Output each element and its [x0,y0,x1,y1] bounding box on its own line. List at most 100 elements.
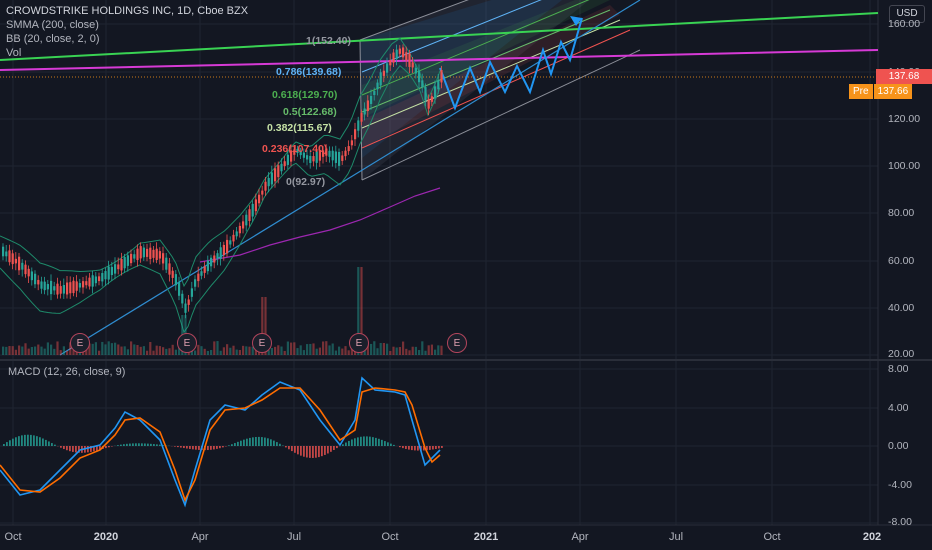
legend-title[interactable]: CROWDSTRIKE HOLDINGS INC, 1D, Cboe BZX [6,5,249,17]
price-axis-label: 120.00 [888,113,921,125]
candle-body [414,67,417,74]
macd-histogram-bar [411,446,413,451]
currency-button[interactable]: USD [889,5,925,23]
candle-body [104,271,107,280]
candles[interactable] [2,44,443,319]
bollinger-bands[interactable] [0,37,441,334]
candle-body [376,82,379,90]
volume-bar [357,267,360,355]
volume-bar [408,350,411,355]
candle-body [37,279,40,285]
macd-pane[interactable] [0,376,443,508]
blue-trend-line[interactable] [59,0,641,356]
candle-body [222,244,225,256]
macd-histogram-bar [390,443,392,446]
candle-body [347,146,350,152]
volume-bar [213,341,216,355]
earnings-marker[interactable]: E [177,333,197,353]
volume-bar [43,348,46,355]
macd-histogram-bar [264,437,266,446]
candle-body [293,149,296,155]
earnings-marker[interactable]: E [252,333,272,353]
magenta-trend-line[interactable] [0,49,879,71]
macd-histogram-bar [417,446,419,451]
volume-bar [34,346,37,355]
volume-bar [59,350,62,355]
volume-bar [107,341,110,355]
candle-body [216,253,219,259]
volume-bar [171,344,174,355]
volume-bar [427,345,430,355]
macd-histogram-bar [309,446,311,458]
volume-bar [222,347,225,355]
macd-histogram-bar [9,440,11,446]
volume-bar [53,348,56,355]
projection-path[interactable] [439,17,583,111]
candle-body [296,148,299,153]
macd-histogram-bar [402,446,404,449]
macd-histogram-bar [378,438,380,446]
fib-level-label: 0.786(139.68) [276,66,342,78]
candle-body [357,120,360,131]
earnings-marker[interactable]: E [447,333,467,353]
candle-body [59,286,62,294]
volume-bar [101,341,104,355]
candle-body [187,299,190,305]
volume-bar [62,346,65,355]
volume-bar [283,350,286,355]
candle-body [101,273,104,282]
candle-body [242,221,245,229]
candle-body [280,163,283,172]
candle-body [229,240,232,245]
macd-histogram-bar [27,434,29,446]
price-axis-label: 80.00 [888,207,915,219]
macd-axis-label: -8.00 [888,516,912,528]
volume-bar [293,342,296,355]
candle-body [382,70,385,76]
macd-histogram-bar [276,442,278,446]
candle-body [206,260,209,272]
green-trend-line[interactable] [0,12,879,61]
legend-smma[interactable]: SMMA (200, close) [6,19,99,31]
candle-body [27,268,30,277]
macd-histogram-bar [354,438,356,446]
legend-bb[interactable]: BB (20, close, 2, 0) [6,33,100,45]
macd-histogram-bar [195,446,197,450]
volume-bar [360,267,363,355]
volume-bar [229,347,232,355]
earnings-marker[interactable]: E [70,333,90,353]
macd-histogram-bar [306,446,308,458]
price-axis-label: 60.00 [888,255,915,267]
macd-histogram-bar [120,444,122,446]
volume-bar [30,346,33,355]
macd-legend[interactable]: MACD (12, 26, close, 9) [8,366,126,378]
volume-bar [110,343,113,355]
smma-line[interactable] [199,187,441,263]
macd-histogram-bar [279,443,281,446]
candle-body [274,168,277,182]
volume-bar [248,346,251,355]
macd-histogram-bar [135,443,137,446]
volume-bar [318,347,321,355]
macd-histogram-bar [99,446,101,450]
earnings-marker[interactable]: E [349,333,369,353]
macd-histogram-bar [438,446,440,449]
candle-body [402,47,405,58]
macd-histogram-bar [261,437,263,446]
volume-bar [117,344,120,355]
macd-histogram-bar [429,446,431,450]
candle-body [373,90,376,95]
volume-bar [264,297,267,355]
volume-bar [322,341,325,355]
volume-bar [168,348,171,355]
legend-vol[interactable]: Vol [6,47,22,59]
macd-histogram-bar [330,446,332,452]
macd-histogram-bar [186,446,188,449]
volume-bar [178,347,181,355]
volume-bar [206,350,209,355]
candle-body [91,275,94,287]
volume-bar [18,345,21,355]
candle-body [354,129,357,140]
fib-level-label: 1(152.40) [306,35,351,47]
